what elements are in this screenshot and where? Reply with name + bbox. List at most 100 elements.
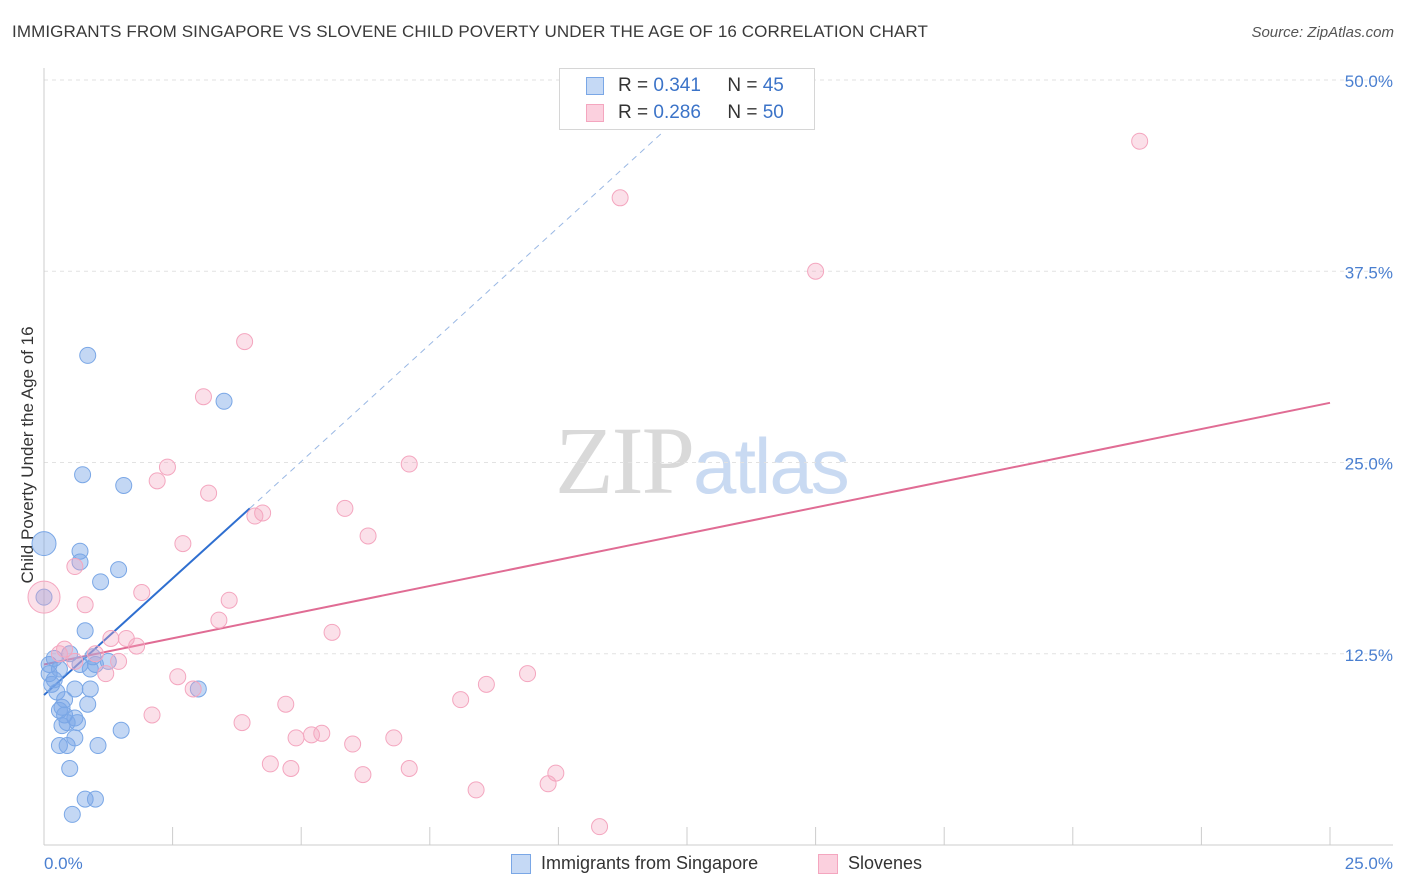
legend-n-value: 45 (762, 75, 784, 96)
point-slovenes (200, 484, 218, 502)
tick-labels: 12.5% 25.0% 37.5% 50.0% 0.0% 25.0% (44, 72, 1393, 873)
legend-n-value: 50 (762, 102, 784, 123)
point-slovenes (86, 645, 104, 663)
legend-r-value: 0.341 (653, 75, 701, 96)
point-slovenes (287, 729, 305, 747)
point-singapore (66, 729, 84, 747)
point-slovenes (56, 640, 74, 658)
trend-lines (43, 133, 1331, 696)
point-slovenes (354, 766, 372, 784)
point-slovenes (359, 527, 377, 545)
y-tick-label: 25.0% (1345, 455, 1393, 474)
point-slovenes (97, 665, 115, 683)
chart-title: IMMIGRANTS FROM SINGAPORE VS SLOVENE CHI… (12, 22, 928, 41)
point-slovenes (220, 591, 238, 609)
point-singapore (89, 737, 107, 755)
watermark-atlas: atlas (693, 422, 850, 510)
point-slovenes (50, 645, 68, 663)
chart-source: Source: ZipAtlas.com (1251, 24, 1394, 41)
point-slovenes (313, 724, 331, 742)
watermark: ZIPatlas (555, 405, 850, 516)
point-slovenes (148, 472, 166, 490)
point-slovenes (184, 680, 202, 698)
point-singapore (63, 805, 81, 823)
point-slovenes (233, 714, 251, 732)
legend-label-slovenes: Slovenes (848, 853, 923, 873)
point-slovenes (400, 455, 418, 473)
point-slovenes (1131, 132, 1149, 150)
point-singapore (71, 655, 89, 673)
legend-swatch-singapore (511, 854, 531, 874)
point-slovenes (66, 652, 84, 670)
point-slovenes (110, 652, 128, 670)
point-slovenes (169, 668, 187, 686)
trend-line-slovenes (43, 401, 1331, 666)
point-singapore (56, 691, 74, 709)
trend-line-singapore (43, 507, 251, 696)
point-slovenes (344, 735, 362, 753)
point-slovenes (102, 629, 120, 647)
point-singapore (92, 573, 110, 591)
series-legend: Immigrants from Singapore Slovenes (0, 852, 1406, 878)
point-singapore (112, 721, 130, 739)
point-slovenes (807, 262, 825, 280)
point-singapore (115, 476, 133, 494)
point-singapore (66, 680, 84, 698)
x-tick-label-min: 0.0% (44, 854, 83, 873)
point-slovenes (236, 333, 254, 351)
point-singapore (76, 790, 94, 808)
point-slovenes (467, 781, 485, 799)
point-slovenes (66, 558, 84, 576)
data-points (27, 132, 1149, 836)
point-slovenes (27, 580, 61, 614)
point-slovenes (519, 665, 537, 683)
point-slovenes (128, 637, 146, 655)
point-singapore (50, 660, 68, 678)
point-singapore (79, 346, 97, 364)
point-slovenes (261, 755, 279, 773)
point-singapore (31, 531, 57, 557)
point-slovenes (385, 729, 403, 747)
watermark-zip: ZIP (555, 407, 695, 514)
point-slovenes (194, 388, 212, 406)
point-slovenes (477, 675, 495, 693)
point-singapore (81, 680, 99, 698)
point-slovenes (336, 499, 354, 517)
legend-swatch-slovenes (586, 104, 604, 122)
point-singapore (58, 714, 76, 732)
y-tick-label: 12.5% (1345, 646, 1393, 665)
gridlines (44, 79, 1393, 655)
point-singapore (71, 553, 89, 571)
point-singapore (45, 671, 63, 689)
legend-r-value: 0.286 (653, 102, 701, 123)
legend-swatch-singapore (586, 77, 604, 95)
point-slovenes (452, 691, 470, 709)
point-singapore (86, 790, 104, 808)
point-slovenes (254, 504, 272, 522)
point-slovenes (76, 596, 94, 614)
point-singapore (76, 622, 94, 640)
legend-r-label: R = (618, 102, 649, 123)
point-singapore (110, 561, 128, 579)
point-slovenes (133, 584, 151, 602)
point-slovenes (143, 706, 161, 724)
correlation-legend: R = 0.341 N = 45 R = 0.286 N = 50 (559, 68, 815, 130)
point-slovenes (547, 764, 565, 782)
point-slovenes (158, 458, 176, 476)
point-slovenes (210, 611, 228, 629)
legend-n-label: N = (727, 102, 758, 123)
trend-extension-singapore (249, 133, 662, 509)
point-singapore (79, 695, 97, 713)
point-singapore (35, 588, 53, 606)
point-slovenes (323, 623, 341, 641)
point-singapore (215, 392, 233, 410)
legend-label-singapore: Immigrants from Singapore (541, 853, 759, 873)
point-slovenes (591, 818, 609, 836)
x-tick-label-max: 25.0% (1345, 854, 1393, 873)
point-slovenes (277, 695, 295, 713)
point-slovenes (174, 535, 192, 553)
axes (43, 68, 1393, 846)
y-tick-label: 50.0% (1345, 72, 1393, 91)
point-slovenes (611, 189, 629, 207)
